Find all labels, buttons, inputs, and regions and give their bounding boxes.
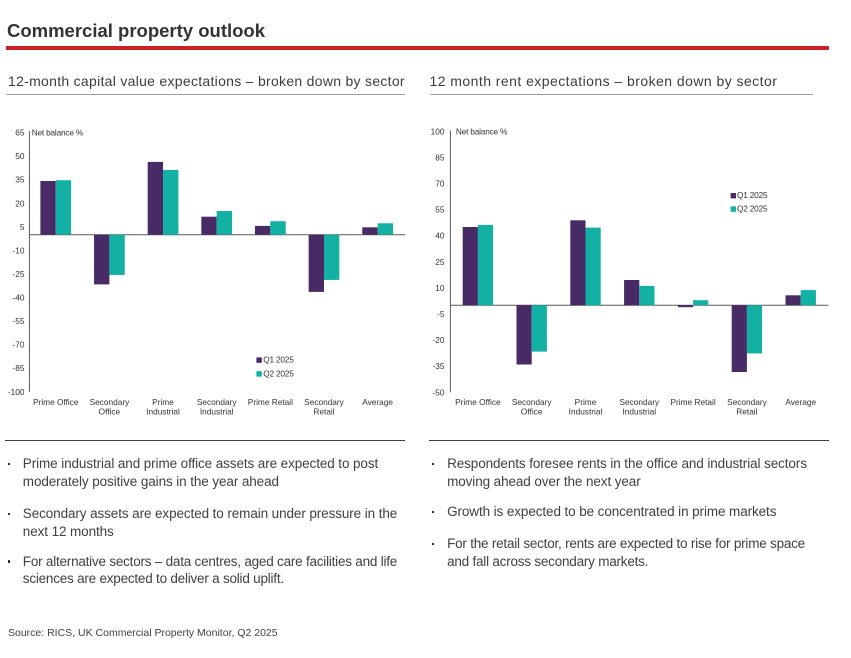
svg-text:35: 35 xyxy=(15,175,25,185)
svg-text:Q1 2025: Q1 2025 xyxy=(263,355,294,365)
svg-text:Industrial: Industrial xyxy=(200,406,234,416)
svg-text:-40: -40 xyxy=(13,293,25,303)
svg-text:Net balance %: Net balance % xyxy=(32,128,84,138)
svg-text:20: 20 xyxy=(15,198,25,208)
svg-text:-55: -55 xyxy=(13,316,25,326)
svg-text:Secondary: Secondary xyxy=(727,397,768,407)
svg-text:Prime Retail: Prime Retail xyxy=(248,397,293,407)
svg-text:Secondary: Secondary xyxy=(619,397,660,407)
svg-text:70: 70 xyxy=(435,179,445,189)
svg-text:Q2 2025: Q2 2025 xyxy=(737,204,768,214)
svg-text:-10: -10 xyxy=(13,245,25,255)
svg-text:40: 40 xyxy=(435,231,445,241)
svg-text:Office: Office xyxy=(99,406,121,416)
svg-text:Secondary: Secondary xyxy=(90,397,131,407)
svg-text:Industrial: Industrial xyxy=(569,406,603,416)
svg-text:50: 50 xyxy=(15,151,25,161)
svg-text:65: 65 xyxy=(15,128,25,138)
svg-text:Secondary: Secondary xyxy=(197,397,238,407)
svg-text:Q2 2025: Q2 2025 xyxy=(263,368,294,378)
svg-text:25: 25 xyxy=(435,257,445,267)
svg-text:5: 5 xyxy=(20,222,25,232)
svg-text:Retail: Retail xyxy=(313,406,334,416)
svg-text:Average: Average xyxy=(785,397,816,407)
svg-text:Industrial: Industrial xyxy=(622,406,656,416)
svg-text:Prime Office: Prime Office xyxy=(33,397,79,407)
svg-text:10: 10 xyxy=(435,283,445,293)
svg-text:-20: -20 xyxy=(433,335,445,345)
svg-text:Q1 2025: Q1 2025 xyxy=(737,190,768,200)
svg-text:-100: -100 xyxy=(8,387,25,397)
svg-text:-70: -70 xyxy=(13,340,25,350)
svg-text:Office: Office xyxy=(521,406,543,416)
svg-text:-35: -35 xyxy=(433,361,445,371)
svg-text:Secondary: Secondary xyxy=(304,397,345,407)
svg-text:85: 85 xyxy=(435,152,445,162)
svg-text:-25: -25 xyxy=(13,269,25,279)
svg-text:-85: -85 xyxy=(13,363,25,373)
svg-text:100: 100 xyxy=(431,126,445,136)
svg-text:55: 55 xyxy=(435,205,445,215)
svg-text:Retail: Retail xyxy=(736,406,757,416)
svg-text:Industrial: Industrial xyxy=(146,406,180,416)
svg-text:-50: -50 xyxy=(433,387,445,397)
svg-text:Net balance %: Net balance % xyxy=(456,126,508,136)
svg-text:Prime Retail: Prime Retail xyxy=(671,397,716,407)
svg-text:Prime: Prime xyxy=(152,397,174,407)
svg-text:Average: Average xyxy=(362,397,393,407)
svg-text:Prime Office: Prime Office xyxy=(455,397,501,407)
svg-text:Secondary: Secondary xyxy=(512,397,553,407)
svg-text:Prime: Prime xyxy=(575,397,597,407)
svg-text:-5: -5 xyxy=(437,309,445,319)
